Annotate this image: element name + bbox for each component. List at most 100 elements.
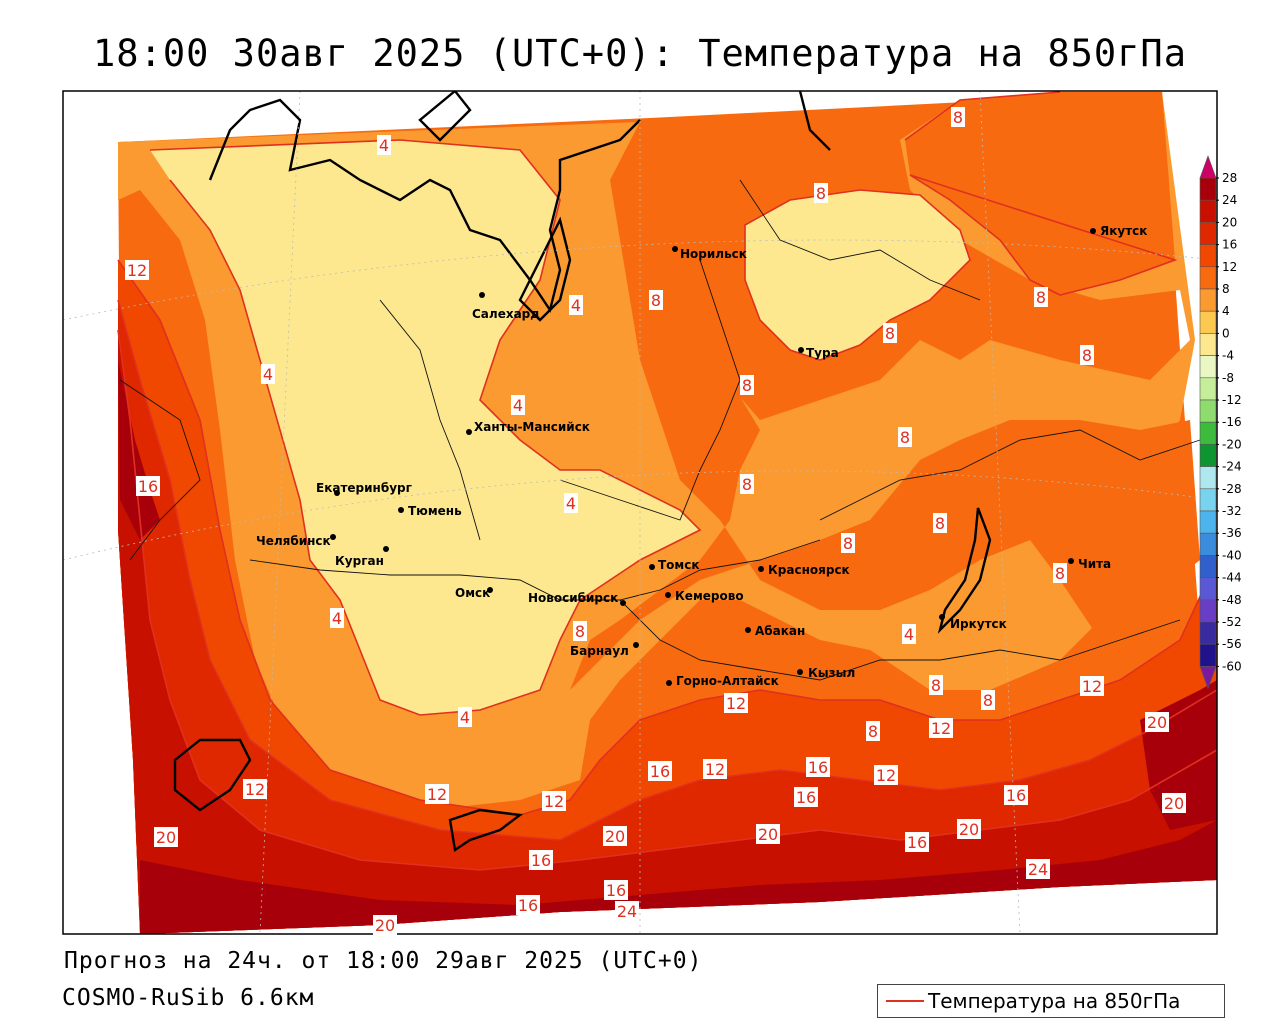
city-label: Тюмень [408,504,462,518]
isotherm-label: 8 [885,324,895,343]
isotherm-label-bg [648,761,672,781]
isotherm-label-bg [1034,287,1048,307]
map-title: 18:00 30авг 2025 (UTC+0): Температура на… [93,32,1187,75]
isotherm-label: 4 [566,494,576,513]
coastlines [173,91,992,853]
city-label: Омск [455,586,490,600]
isotherm-label: 8 [931,676,941,695]
city-dot [383,546,389,552]
isotherm-label: 8 [1055,564,1065,583]
colorbar-tick-label: -12 [1222,393,1242,407]
isotherm-label-bg [516,895,540,915]
temperature-field [63,91,1217,934]
colorbar-swatch [1199,199,1217,223]
isotherm-label: 4 [513,396,523,415]
band-8-12-ne [905,92,1175,295]
isotherm-label: 12 [705,760,725,779]
isotherm-label-bg [1080,676,1104,696]
city-label: Ханты-Мансийск [474,420,590,434]
city-label: Норильск [680,247,747,261]
isotherm-label: 8 [1082,346,1092,365]
isotherm-label-bg [951,107,965,127]
isotherm-label-bg [604,880,628,900]
city-label: Иркутск [950,617,1007,631]
isotherm-label-bg [929,718,953,738]
isotherm-label-bg [1004,785,1028,805]
isotherm-label-bg [458,707,472,727]
isotherm-label-bg [377,135,391,155]
band-12-16-west [118,260,1217,934]
isotherm-label: 8 [575,622,585,641]
isotherm-label-bg [569,295,583,315]
isotherm-label-bg [154,827,178,847]
colorbar-tick-label: -32 [1222,504,1242,518]
isotherm-label: 12 [245,780,265,799]
isotherm-label: 12 [427,785,447,804]
map-frame [62,90,1218,935]
isotherm-label: 20 [605,827,625,846]
city-dot [649,564,655,570]
isotherm-label-bg [874,765,898,785]
city-label: Кемерово [675,589,744,603]
colorbar-tick-label: 24 [1222,193,1237,207]
isotherm-label: 20 [758,825,778,844]
colorbar-swatch [1199,488,1217,512]
isotherm-label-bg [703,759,727,779]
colorbar-tick-label: 20 [1222,215,1237,229]
colorbar-tick-label: 16 [1222,238,1237,252]
city-dot [479,292,485,298]
city-dot [665,592,671,598]
isotherm-label: 4 [571,296,581,315]
isotherm-label: 16 [808,758,828,777]
band-0-4-east [745,190,970,360]
city-label: Кызыл [808,666,855,680]
isotherm-label: 8 [816,184,826,203]
isotherm-label-bg [330,608,344,628]
isotherm-label-bg [125,260,149,280]
isotherm-label: 8 [900,428,910,447]
city-dot [672,246,678,252]
city-label: Салехард [472,307,540,321]
model-name: COSMO-RuSib 6.6км [62,985,315,1011]
colorbar-tick-label: 28 [1222,171,1237,185]
colorbar-tick-label: -8 [1222,371,1234,385]
isotherm-label-bg [740,375,754,395]
isotherm-label: 4 [460,708,470,727]
isotherm-label-bg [883,323,897,343]
isotherm-label: 8 [742,475,752,494]
isotherm-label: 12 [544,792,564,811]
colorbar-tick-label: -28 [1222,482,1242,496]
colorbar-swatch [1199,466,1217,490]
colorbar-swatch [1199,399,1217,423]
isotherm-label-bg [1026,859,1050,879]
isotherm-label-bg [542,791,566,811]
isotherm-label-bg [615,901,639,921]
colorbar-swatch [1199,310,1217,334]
colorbar-swatch [1199,333,1217,356]
isotherm-label: 24 [617,902,637,921]
isotherm-label: 12 [876,766,896,785]
colorbar-tick-label: -40 [1222,548,1242,562]
isotherm-label: 8 [651,291,661,310]
city-dot [330,534,336,540]
colorbar-swatch [1199,532,1217,556]
colorbar-tick-label: 0 [1222,326,1230,340]
city-label: Новосибирск [528,591,618,605]
city-label: Красноярск [768,563,850,577]
colorbar-swatch [1199,510,1217,534]
colorbar-swatch [1199,288,1217,312]
isotherm-label: 8 [953,108,963,127]
colorbar-swatch [1199,555,1217,578]
isotherm-label-bg [957,819,981,839]
isotherm-label-bg [794,787,818,807]
city-label: Абакан [755,624,805,638]
city-dot [745,627,751,633]
forecast-info: Прогноз на 24ч. от 18:00 29авг 2025 (UTC… [64,948,703,974]
colorbar-swatch [1199,355,1217,379]
colorbar-tick-label: -36 [1222,526,1242,540]
colorbar-tick-label: -24 [1222,460,1242,474]
colorbar-swatch [1199,244,1217,268]
isotherm-label-bg [933,513,947,533]
isotherm-label: 12 [1082,677,1102,696]
